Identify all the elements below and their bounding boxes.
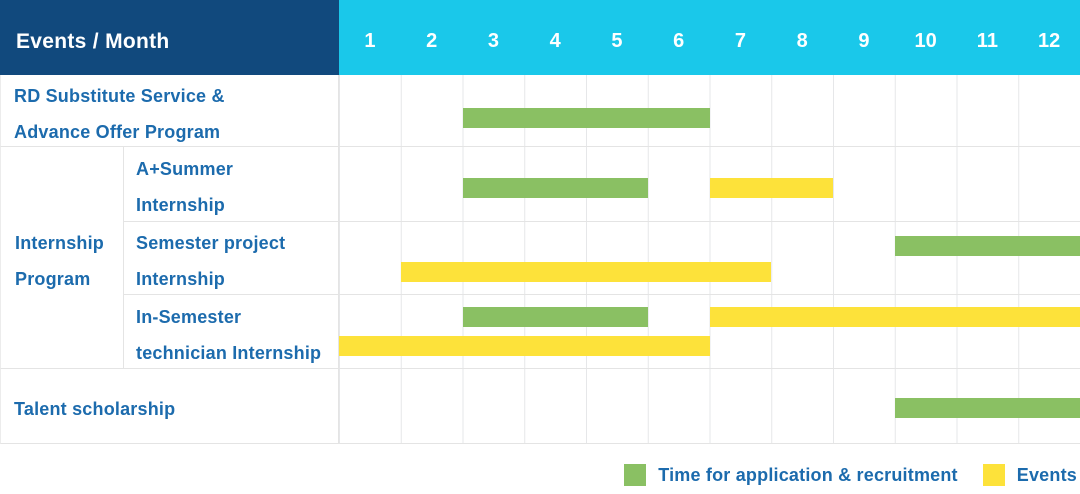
schedule-table: Events / Month 1 2 3 4 5 6 7 8 9 10 11 12 RD Substi… xyxy=(0,0,1080,444)
row-label-aplus-summer: A+Summer Internship xyxy=(124,147,339,222)
row-label-line: Semester project xyxy=(136,233,286,253)
group-label-line: Internship xyxy=(15,232,105,253)
row-label-line: Internship xyxy=(136,269,226,289)
gantt-bar-yellow-m7-m12 xyxy=(709,307,1080,327)
group-label-line: Program xyxy=(15,268,91,289)
bar-area-in-semester-technician xyxy=(339,295,1080,369)
events-month-title: Events / Month xyxy=(16,29,170,53)
legend-label-events: Events xyxy=(1016,464,1077,485)
month-header-cell-3: 3 xyxy=(487,29,499,52)
gantt-bar-yellow-m7-m8 xyxy=(709,178,833,198)
month-header-cell-11: 11 xyxy=(976,29,998,52)
group-label-internship-program: Internship Program xyxy=(0,147,124,369)
gantt-bar-green-m3-m6 xyxy=(462,108,710,128)
month-header-cell-7: 7 xyxy=(734,29,746,52)
gantt-bar-yellow-m2-m7 xyxy=(400,262,772,282)
month-header-cell-1: 1 xyxy=(364,29,376,52)
gantt-bar-green-m3-m5 xyxy=(462,178,648,198)
row-label-in-semester-technician: In-Semester technician Internship xyxy=(124,295,339,369)
month-header-cell-5: 5 xyxy=(611,29,623,52)
bar-area-aplus-summer xyxy=(339,147,1080,222)
row-label-line: A+Summer xyxy=(136,159,234,179)
table-header-events-month: Events / Month xyxy=(0,0,339,75)
month-header-cell-2: 2 xyxy=(426,29,438,52)
month-header-cell-9: 9 xyxy=(858,29,870,52)
gantt-bar-yellow-m1-m6 xyxy=(339,336,710,356)
row-label-line: Talent scholarship xyxy=(14,399,176,419)
row-label-rd-substitute: RD Substitute Service & Advance Offer Pr… xyxy=(0,75,339,147)
row-label-line: In-Semester xyxy=(136,306,242,327)
bar-area-rd-substitute xyxy=(339,75,1080,147)
month-header-cell-10: 10 xyxy=(914,29,937,52)
row-label-line: technician Internship xyxy=(136,342,322,363)
month-header-cell-6: 6 xyxy=(673,29,685,52)
row-label-semester-project: Semester project Internship xyxy=(124,222,339,295)
bar-area-semester-project xyxy=(339,222,1080,295)
month-header-cell-8: 8 xyxy=(796,29,808,52)
month-header-cell-4: 4 xyxy=(549,29,561,52)
gantt-bar-green-m10-m12 xyxy=(894,398,1080,418)
gantt-bar-green-m3-m5 xyxy=(462,307,648,327)
row-label-talent-scholarship: Talent scholarship xyxy=(0,369,339,444)
row-label-line: RD Substitute Service & xyxy=(14,85,225,106)
month-header-row: 1 2 3 4 5 6 7 8 9 10 11 12 xyxy=(339,0,1080,75)
row-label-line: Advance Offer Program xyxy=(14,121,221,142)
gantt-bar-green-m10-m12 xyxy=(894,236,1080,256)
row-label-line: Internship xyxy=(136,195,226,215)
bar-area-talent-scholarship xyxy=(339,369,1080,444)
month-header-cell-12: 12 xyxy=(1038,29,1061,52)
legend-swatch-events-icon xyxy=(982,464,1005,486)
legend-swatch-application-icon xyxy=(624,464,647,486)
legend-label-application: Time for application & recruitment xyxy=(658,464,958,485)
legend: Time for application & recruitment Event… xyxy=(624,463,1077,487)
